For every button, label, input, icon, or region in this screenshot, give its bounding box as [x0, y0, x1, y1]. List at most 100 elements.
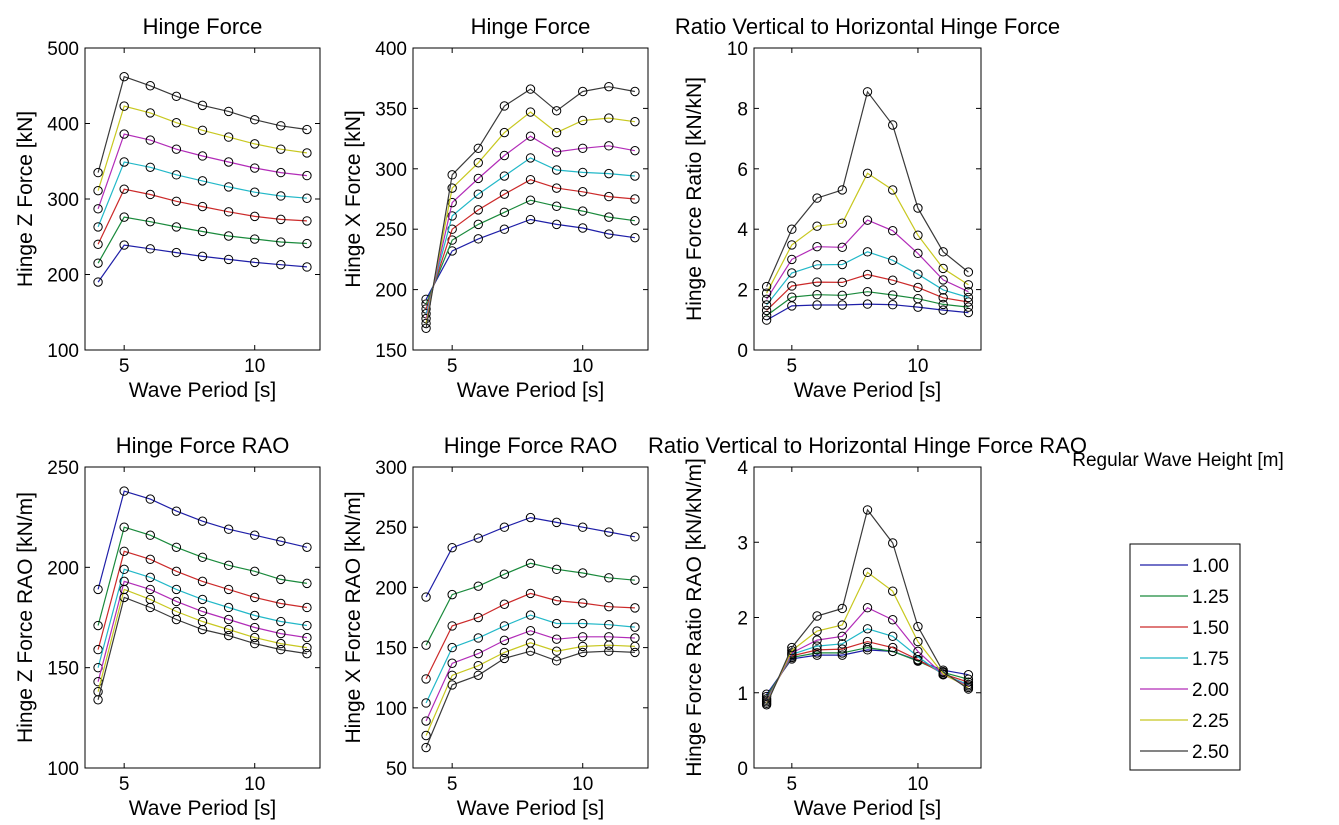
data-point: [888, 586, 898, 596]
data-point: [171, 144, 182, 154]
data-point: [276, 574, 286, 585]
y-axis-label: Hinge Force Ratio [kN/kN]: [683, 77, 706, 321]
legend-entry-2.00: 2.00: [1140, 680, 1229, 701]
data-point: [888, 290, 898, 300]
series-line: [425, 516, 636, 598]
data-point: [250, 592, 260, 603]
y-tick-label: 400: [375, 39, 407, 60]
data-point: [963, 280, 974, 290]
series-line: [425, 650, 635, 748]
data-point: [250, 622, 260, 633]
data-point: [302, 632, 312, 643]
series-line: [766, 606, 969, 703]
series-line: [766, 251, 969, 306]
data-point: [761, 300, 772, 310]
data-point: [302, 542, 312, 552]
x-tick-label: 5: [119, 356, 130, 377]
data-point: [837, 639, 847, 649]
data-point: [837, 242, 847, 253]
data-point: [302, 216, 312, 226]
data-point: [447, 170, 457, 180]
data-point: [551, 127, 562, 138]
data-point: [276, 598, 286, 609]
data-point: [938, 293, 948, 303]
data-point: [421, 323, 431, 333]
data-point: [837, 620, 847, 630]
series-line: [425, 86, 636, 329]
data-point: [447, 680, 457, 690]
data-point: [812, 650, 822, 660]
data-point: [250, 530, 260, 540]
data-point: [302, 170, 312, 181]
series-1.25: [93, 212, 312, 268]
data-point: [578, 632, 588, 642]
series-line: [97, 526, 307, 626]
series-2.25: [93, 101, 312, 196]
data-point: [812, 648, 822, 658]
y-tick-label: 50: [386, 759, 407, 780]
chart-title: Hinge Force: [143, 14, 263, 39]
x-tick-label: 10: [572, 774, 593, 795]
data-point: [888, 226, 898, 236]
y-tick-label: 2: [737, 281, 748, 302]
data-point: [119, 212, 129, 222]
data-point: [913, 646, 923, 657]
data-point: [93, 644, 103, 655]
data-point: [499, 621, 510, 631]
series-line: [97, 105, 307, 191]
data-point: [276, 259, 286, 270]
series-line: [766, 172, 969, 294]
data-point: [630, 575, 640, 585]
data-point: [551, 595, 562, 606]
x-tick-label: 5: [119, 774, 130, 795]
data-point: [421, 640, 431, 650]
data-point: [837, 185, 847, 195]
data-point: [447, 589, 457, 600]
data-point: [250, 566, 260, 577]
series-2.25: [421, 638, 640, 741]
data-point: [447, 542, 457, 553]
data-point: [938, 299, 948, 310]
data-point: [888, 300, 898, 310]
plot-frame: [412, 466, 649, 769]
series-line: [425, 135, 636, 319]
data-point: [963, 302, 974, 312]
legend-entry-2.25: 2.25: [1140, 711, 1229, 732]
data-point: [145, 81, 155, 91]
data-point: [171, 170, 182, 180]
series-1.00: [93, 240, 312, 287]
series-line: [97, 580, 307, 682]
data-point: [812, 611, 822, 621]
data-point: [812, 300, 822, 310]
series-1.75: [421, 610, 640, 708]
series-line: [425, 642, 635, 736]
data-point: [250, 163, 260, 173]
data-point: [787, 224, 797, 234]
series-line: [97, 550, 307, 650]
data-point: [473, 173, 483, 184]
data-point: [171, 614, 182, 625]
data-point: [302, 193, 312, 203]
data-point: [913, 282, 923, 293]
data-point: [250, 139, 260, 149]
y-tick-label: 10: [727, 39, 748, 60]
data-point: [862, 642, 873, 653]
data-point: [302, 642, 312, 653]
data-point: [197, 226, 208, 237]
data-point: [551, 201, 562, 211]
x-axis-label: Wave Period [s]: [129, 797, 276, 820]
data-point: [862, 168, 873, 179]
x-tick-label: 10: [572, 356, 593, 377]
data-point: [913, 269, 923, 279]
data-point: [447, 670, 457, 680]
data-point: [447, 658, 457, 668]
data-point: [525, 558, 536, 569]
legend: Regular Wave Height [m] 1.00 1.25 1.50 1.75…: [1072, 450, 1284, 771]
data-point: [630, 216, 640, 226]
data-point: [421, 698, 431, 708]
data-point: [302, 648, 312, 659]
legend-title: Regular Wave Height [m]: [1072, 450, 1284, 471]
data-point: [93, 185, 103, 196]
data-point: [963, 287, 974, 297]
data-point: [276, 144, 286, 154]
